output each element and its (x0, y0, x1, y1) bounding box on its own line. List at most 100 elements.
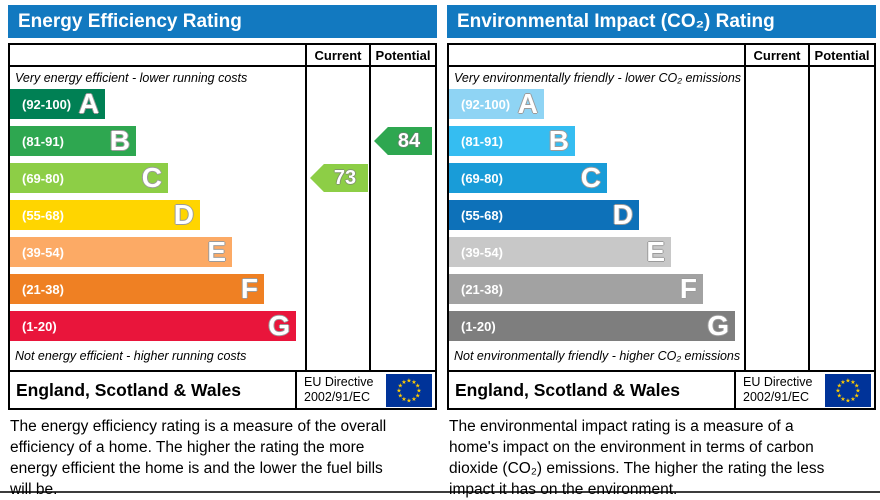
band-range: (92-100) (461, 96, 511, 112)
chart-footer: England, Scotland & Wales EU Directive 2… (449, 370, 874, 408)
environmental-impact-title: Environmental Impact (CO₂) Rating (447, 5, 876, 38)
band-row-d: (55-68) D (449, 200, 639, 230)
potential-column-header: Potential (808, 45, 874, 65)
band-range: (1-20) (22, 318, 57, 334)
current-value-column (744, 67, 808, 370)
band-letter: E (207, 236, 226, 267)
band-letter: D (612, 199, 633, 230)
band-row-b: (81-91) B (449, 126, 575, 156)
band-range: (39-54) (22, 244, 64, 260)
band-letter: C (141, 162, 162, 193)
svg-text:★: ★ (835, 387, 840, 394)
eu-directive-line2: 2002/91/EC (304, 390, 371, 404)
region-label: England, Scotland & Wales (16, 379, 241, 400)
eu-flag-icon: ★ ★ ★ ★ ★ ★ ★ ★ ★ ★ ★ ★ (383, 372, 435, 408)
svg-text:★: ★ (854, 392, 859, 399)
band-letter: F (679, 273, 697, 304)
band-letter: D (173, 199, 194, 230)
energy-efficiency-description: The energy efficiency rating is a measur… (10, 418, 387, 498)
svg-text:★: ★ (415, 382, 420, 389)
potential-value-column (808, 67, 874, 370)
band-range: (81-91) (22, 133, 64, 149)
band-range: (69-80) (22, 170, 64, 186)
region-label: England, Scotland & Wales (455, 379, 680, 400)
svg-text:★: ★ (415, 392, 420, 399)
svg-text:★: ★ (416, 387, 421, 394)
energy-efficiency-panel: Energy Efficiency Rating Current Potenti… (8, 5, 437, 498)
svg-text:★: ★ (398, 382, 403, 389)
band-letter: B (548, 125, 569, 156)
potential-rating-value: 84 (397, 129, 421, 152)
header-spacer (449, 45, 744, 65)
svg-text:★: ★ (837, 382, 842, 389)
current-value-column: 73 (305, 67, 369, 370)
band-row-c: (69-80) C (449, 163, 607, 193)
environmental-impact-description: The environmental impact rating is a mea… (449, 418, 825, 498)
chart-footer: England, Scotland & Wales EU Directive 2… (10, 370, 435, 408)
current-column-header: Current (305, 45, 369, 65)
svg-text:★: ★ (845, 397, 850, 404)
band-row-f: (21-38) F (449, 274, 703, 304)
band-letter: G (707, 310, 729, 341)
header-spacer (10, 45, 305, 65)
band-row-e: (39-54) E (10, 237, 232, 267)
band-row-f: (21-38) F (10, 274, 264, 304)
svg-text:★: ★ (850, 378, 855, 385)
bottom-caption: Not environmentally friendly - higher CO… (454, 349, 741, 363)
band-range: (69-80) (461, 170, 503, 186)
band-row-a: (92-100) A (449, 89, 544, 119)
svg-text:★: ★ (401, 396, 406, 403)
svg-text:★: ★ (854, 382, 859, 389)
band-letter: C (580, 162, 601, 193)
band-letter: B (109, 125, 130, 156)
top-caption: Very energy efficient - lower running co… (15, 71, 248, 85)
potential-column-header: Potential (369, 45, 435, 65)
rating-scale-area: Very environmentally friendly - lower CO… (449, 67, 874, 370)
current-rating-arrow: 73 (310, 164, 368, 192)
band-letter: E (646, 236, 665, 267)
band-row-b: (81-91) B (10, 126, 136, 156)
band-row-g: (1-20) G (449, 311, 735, 341)
column-header-row: Current Potential (449, 45, 874, 67)
band-range: (21-38) (461, 281, 503, 297)
potential-rating-arrow: 84 (374, 127, 432, 155)
band-row-d: (55-68) D (10, 200, 200, 230)
band-letter: G (268, 310, 290, 341)
eu-directive-line1: EU Directive (743, 375, 813, 389)
band-range: (55-68) (461, 207, 503, 223)
energy-efficiency-title: Energy Efficiency Rating (8, 5, 437, 38)
band-row-c: (69-80) C (10, 163, 168, 193)
environmental-impact-chart: Current Potential Very environmentally f… (447, 43, 876, 410)
band-letter: F (240, 273, 258, 304)
eu-directive-label: EU Directive 2002/91/EC (295, 372, 383, 408)
svg-text:★: ★ (396, 387, 401, 394)
svg-text:★: ★ (411, 378, 416, 385)
column-header-row: Current Potential (10, 45, 435, 67)
band-row-a: (92-100) A (10, 89, 105, 119)
current-column-header: Current (744, 45, 808, 65)
eu-directive-label: EU Directive 2002/91/EC (734, 372, 822, 408)
band-scale: Very environmentally friendly - lower CO… (449, 67, 744, 370)
band-range: (92-100) (22, 96, 72, 112)
rating-scale-area: Very energy efficient - lower running co… (10, 67, 435, 370)
top-caption: Very environmentally friendly - lower CO… (454, 71, 742, 85)
eu-flag-icon: ★ ★ ★ ★ ★ ★ ★ ★ ★ ★ ★ ★ (822, 372, 874, 408)
band-range: (1-20) (461, 318, 496, 334)
bottom-caption: Not energy efficient - higher running co… (15, 349, 247, 363)
current-rating-value: 73 (333, 166, 357, 189)
svg-text:★: ★ (411, 396, 416, 403)
potential-value-column: 84 (369, 67, 435, 370)
eu-directive-line1: EU Directive (304, 375, 374, 389)
svg-text:★: ★ (406, 377, 411, 384)
svg-text:★: ★ (855, 387, 860, 394)
energy-efficiency-chart: Current Potential Very energy efficient … (8, 43, 437, 410)
svg-text:★: ★ (845, 377, 850, 384)
svg-text:★: ★ (406, 397, 411, 404)
svg-text:★: ★ (398, 392, 403, 399)
svg-text:★: ★ (401, 378, 406, 385)
band-row-g: (1-20) G (10, 311, 296, 341)
band-range: (39-54) (461, 244, 503, 260)
svg-text:★: ★ (837, 392, 842, 399)
band-letter: A (78, 88, 99, 119)
